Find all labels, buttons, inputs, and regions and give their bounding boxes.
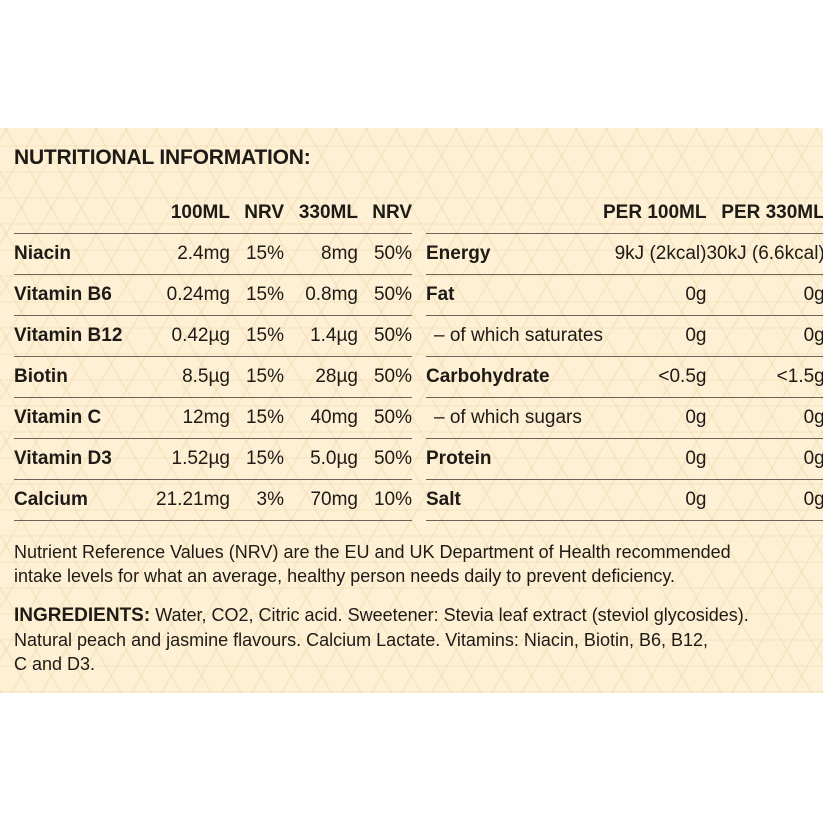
vitamins-table: 100ML NRV 330ML NRV Niacin 2.4mg 15% 8mg 50%… [14, 193, 412, 521]
nutrition-header-blank [426, 193, 603, 234]
vitamins-header-nrv-330ml: NRV [372, 202, 412, 223]
value-per-330ml: 0g [706, 397, 823, 439]
vitamin-row: Vitamin B12 0.42µg 15% 1.4µg 50% [14, 315, 412, 357]
nrv-330ml: 50% [358, 397, 412, 439]
nrv-100ml: 15% [230, 356, 284, 398]
value-per-330ml: 0g [706, 315, 823, 357]
nutrient-name: Salt [426, 479, 603, 521]
vitamin-row: Niacin 2.4mg 15% 8mg 50% [14, 233, 412, 275]
nutrition-row: Carbohydrate <0.5g <1.5g [426, 356, 823, 398]
value-100ml: 0.24mg [132, 274, 230, 316]
nrv-100ml: 3% [230, 479, 284, 521]
nutrition-header-per-330ml: PER 330ML [721, 202, 823, 223]
value-per-330ml: 30kJ (6.6kcal) [706, 233, 823, 275]
nutrition-row: Energy 9kJ (2kcal) 30kJ (6.6kcal) [426, 233, 823, 275]
nrv-330ml: 50% [358, 233, 412, 275]
nutrient-name: Vitamin C [14, 397, 132, 439]
nutrient-name: Calcium [14, 479, 132, 521]
nutrition-row: Salt 0g 0g [426, 479, 823, 521]
nutrition-row: Protein 0g 0g [426, 438, 823, 480]
value-per-100ml: 0g [602, 274, 707, 316]
value-330ml: 28µg [284, 356, 358, 398]
value-per-100ml: 9kJ (2kcal) [602, 233, 707, 275]
vitamins-header-blank [14, 193, 132, 234]
nrv-note: Nutrient Reference Values (NRV) are the … [14, 540, 814, 588]
nutrient-name: Vitamin B6 [14, 274, 132, 316]
vitamin-row: Vitamin D3 1.52µg 15% 5.0µg 50% [14, 438, 412, 480]
ingredients-line: INGREDIENTS: Water, CO2, Citric acid. Sw… [14, 603, 823, 628]
value-per-330ml: <1.5g [706, 356, 823, 398]
vitamins-header-nrv-100ml: NRV [244, 202, 284, 223]
value-per-100ml: 0g [602, 315, 707, 357]
nutrient-name: Biotin [14, 356, 132, 398]
vitamin-row: Vitamin B6 0.24mg 15% 0.8mg 50% [14, 274, 412, 316]
ingredients-line-2: Natural peach and jasmine flavours. Calc… [14, 630, 709, 650]
vitamins-header-100ml: 100ML [170, 202, 230, 223]
value-per-100ml: <0.5g [602, 356, 707, 398]
value-100ml: 0.42µg [132, 315, 230, 357]
nutrient-name: – of which saturates [426, 315, 603, 357]
value-per-330ml: 0g [706, 274, 823, 316]
nutrition-table: PER 100ML PER 330ML Energy 9kJ (2kcal) 30k… [426, 193, 823, 521]
nrv-330ml: 50% [358, 438, 412, 480]
value-100ml: 2.4mg [132, 233, 230, 275]
nrv-330ml: 50% [358, 274, 412, 316]
value-330ml: 8mg [284, 233, 358, 275]
ingredients-line-3: C and D3. [14, 654, 96, 674]
ingredients-line-1: Water, CO2, Citric acid. Sweetener: Stev… [150, 605, 749, 625]
nrv-100ml: 15% [230, 233, 284, 275]
nutrient-name: – of which sugars [426, 397, 603, 439]
value-100ml: 8.5µg [132, 356, 230, 398]
value-330ml: 1.4µg [284, 315, 358, 357]
nutrition-row: – of which saturates 0g 0g [426, 315, 823, 357]
value-100ml: 1.52µg [132, 438, 230, 480]
nrv-330ml: 50% [358, 356, 412, 398]
nutrient-name: Niacin [14, 233, 132, 275]
nrv-330ml: 50% [358, 315, 412, 357]
nutrient-name: Energy [426, 233, 603, 275]
nrv-100ml: 15% [230, 397, 284, 439]
ingredients-label: INGREDIENTS: [14, 605, 151, 626]
nutrient-name: Vitamin D3 [14, 438, 132, 480]
vitamin-row: Vitamin C 12mg 15% 40mg 50% [14, 397, 412, 439]
nrv-330ml: 10% [358, 479, 412, 521]
nutrition-label-panel: NUTRITIONAL INFORMATION: 100ML NRV 330ML… [0, 128, 823, 693]
nrv-100ml: 15% [230, 438, 284, 480]
nrv-note-line: intake levels for what an average, healt… [14, 566, 676, 586]
nrv-note-line: Nutrient Reference Values (NRV) are the … [14, 542, 731, 562]
value-per-100ml: 0g [602, 438, 707, 480]
value-330ml: 40mg [284, 397, 358, 439]
value-per-330ml: 0g [706, 438, 823, 480]
nrv-100ml: 15% [230, 274, 284, 316]
nutrient-name: Fat [426, 274, 603, 316]
value-per-100ml: 0g [602, 479, 707, 521]
value-per-330ml: 0g [706, 479, 823, 521]
nutrition-header-per-100ml: PER 100ML [602, 202, 707, 223]
value-100ml: 21.21mg [132, 479, 230, 521]
vitamins-header-330ml: 330ML [298, 202, 358, 223]
ingredients-text: INGREDIENTS: Water, CO2, Citric acid. Sw… [14, 603, 823, 676]
nrv-100ml: 15% [230, 315, 284, 357]
value-330ml: 70mg [284, 479, 358, 521]
value-per-100ml: 0g [602, 397, 707, 439]
vitamin-row: Calcium 21.21mg 3% 70mg 10% [14, 479, 412, 521]
value-330ml: 0.8mg [284, 274, 358, 316]
nutrition-row: – of which sugars 0g 0g [426, 397, 823, 439]
page-title: NUTRITIONAL INFORMATION: [14, 146, 311, 169]
vitamin-row: Biotin 8.5µg 15% 28µg 50% [14, 356, 412, 398]
nutrient-name: Vitamin B12 [14, 315, 132, 357]
value-330ml: 5.0µg [284, 438, 358, 480]
nutrition-row: Fat 0g 0g [426, 274, 823, 316]
nutrient-name: Carbohydrate [426, 356, 603, 398]
nutrient-name: Protein [426, 438, 603, 480]
value-100ml: 12mg [132, 397, 230, 439]
